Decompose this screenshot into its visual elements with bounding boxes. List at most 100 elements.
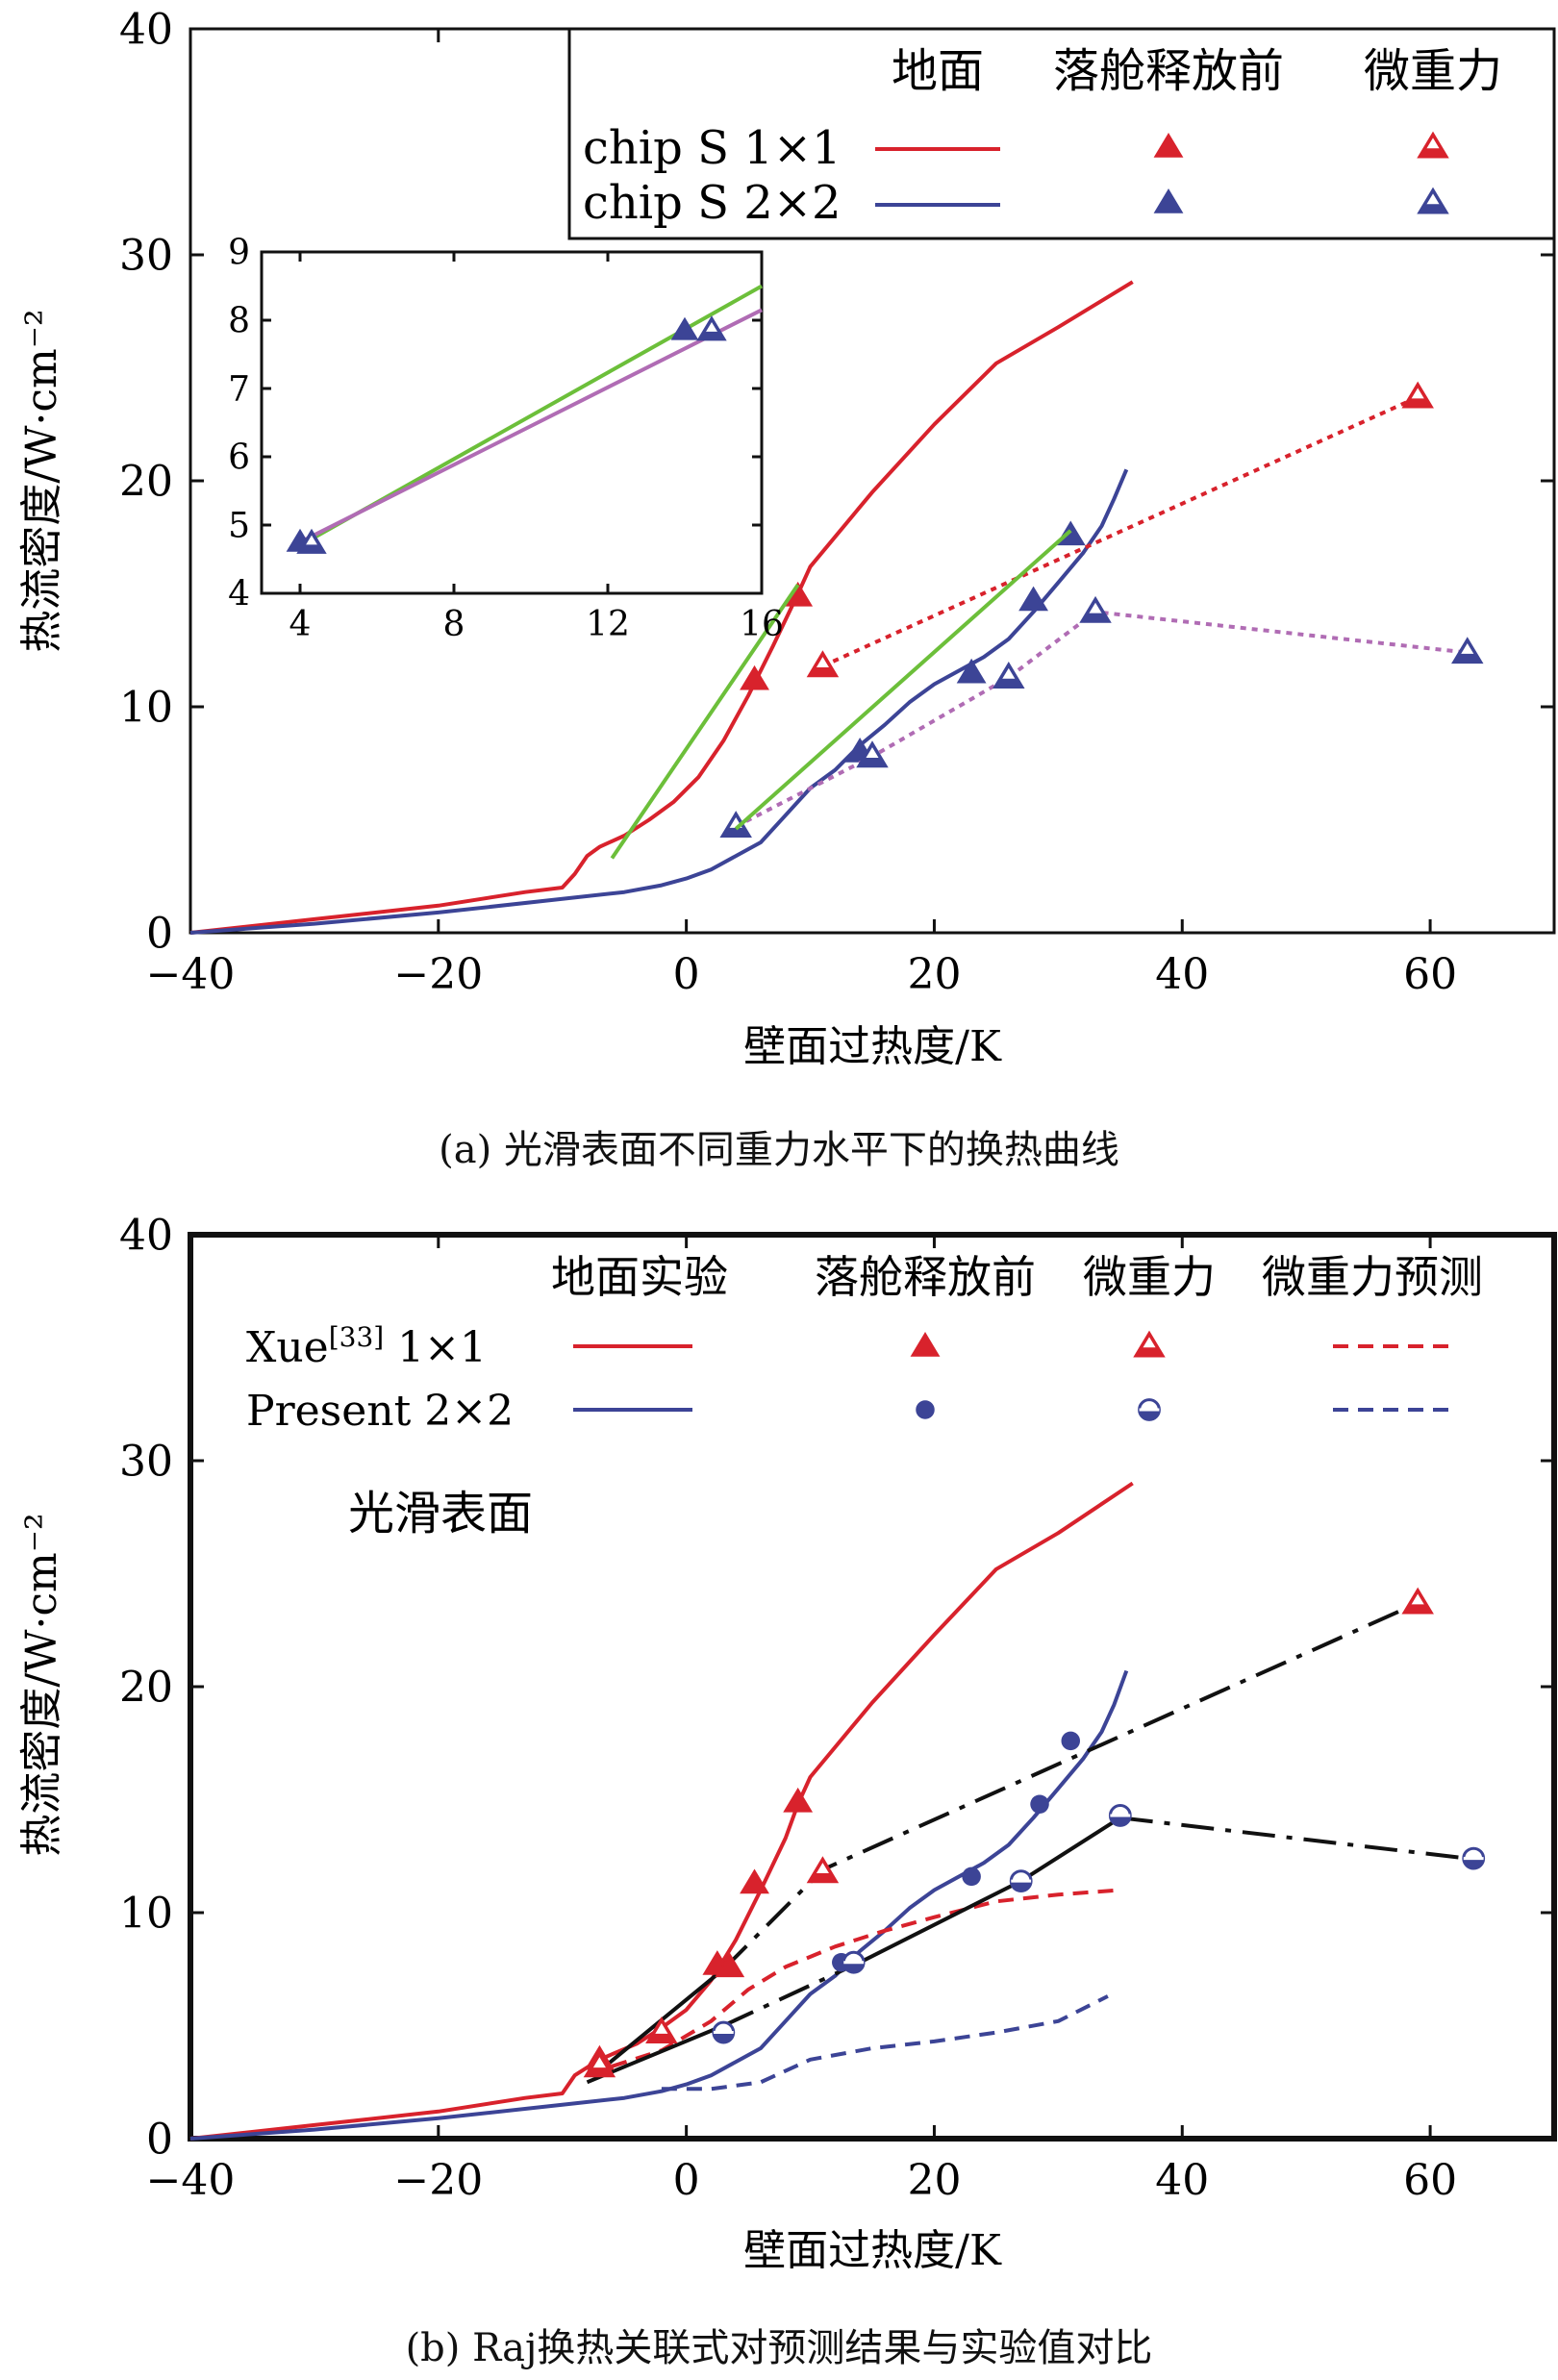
y-tick-label: 20 bbox=[119, 1663, 173, 1712]
legend-b-before-marker-0 bbox=[910, 1332, 941, 1357]
series-13-point bbox=[712, 2020, 736, 2044]
legend-a-micro-marker-0 bbox=[1417, 131, 1449, 159]
y-tick-label: 8 bbox=[228, 302, 250, 341]
series-11-point bbox=[645, 2017, 678, 2044]
panel-a-legend: 地面 落舱释放前 微重力 chip S 1×1 chip S 2×2 bbox=[567, 27, 1556, 240]
series-5-point-fill bbox=[859, 758, 886, 766]
y-tick-label: 0 bbox=[146, 909, 173, 958]
panel-b-y-axis-label: 热流密度/W·cm⁻² bbox=[17, 1513, 66, 1856]
x-tick-label: −20 bbox=[393, 2156, 483, 2205]
series-5-point-fill bbox=[722, 827, 749, 837]
panel-b-x-axis-label: 壁面过热度/K bbox=[743, 2226, 1002, 2275]
x-tick-label: 40 bbox=[1155, 950, 1209, 999]
series-5-point-fill bbox=[1082, 613, 1109, 622]
y-tick-label: 40 bbox=[119, 5, 173, 54]
series-5-point bbox=[993, 662, 1025, 689]
x-tick-label: 20 bbox=[907, 950, 961, 999]
series-5-point bbox=[1451, 637, 1484, 664]
series-5-line bbox=[735, 610, 1469, 829]
series-13-point-fill bbox=[713, 2032, 734, 2042]
legend-b-xue-suffix: 1×1 bbox=[384, 1323, 487, 1372]
series-3-point-fill bbox=[809, 667, 837, 676]
panel-a-tick-labels: −40 −20 0 20 40 60 0 10 20 30 40 bbox=[119, 5, 1457, 999]
y-tick-label: 40 bbox=[119, 1211, 173, 1260]
x-tick-label: 60 bbox=[1403, 950, 1457, 999]
legend-a-micro-marker-1-fill bbox=[1420, 204, 1446, 213]
legend-b-row-label-xue: Xue[33] 1×1 bbox=[246, 1321, 487, 1372]
series-1-line bbox=[189, 1669, 1129, 2141]
series-1-line bbox=[189, 468, 1129, 935]
y-tick-label: 7 bbox=[228, 370, 250, 410]
legend-b-micro-marker-1-fill bbox=[1139, 1410, 1160, 1420]
x-tick-label: 4 bbox=[289, 605, 312, 644]
legend-header-ground: 地面 bbox=[892, 44, 984, 98]
series-11-point bbox=[583, 2050, 616, 2078]
series-13-point-fill bbox=[1463, 1858, 1484, 1868]
series-11-point-fill bbox=[648, 2033, 675, 2042]
y-tick-label: 10 bbox=[119, 683, 173, 732]
panel-a-y-axis-label: 热流密度/W·cm⁻² bbox=[17, 309, 66, 652]
series-5-point-fill bbox=[995, 678, 1022, 688]
series-7-line bbox=[734, 529, 1072, 831]
panel-a-series bbox=[189, 280, 1484, 935]
series-10-point bbox=[783, 1787, 814, 1813]
series-5-point bbox=[719, 811, 752, 839]
series-13-point-fill bbox=[1110, 1815, 1131, 1826]
panel-a-inset: 4 8 12 16 4 5 6 7 8 9 bbox=[228, 234, 784, 644]
legend-b-header-ground-experiment: 地面实验 bbox=[551, 1251, 728, 1303]
series-3-point-fill bbox=[1404, 398, 1431, 407]
panel-b-series bbox=[189, 1481, 1486, 2141]
series-5-point-fill bbox=[1454, 653, 1481, 663]
panel-a-caption: (a) 光滑表面不同重力水平下的换热曲线 bbox=[439, 1128, 1119, 1172]
panel-b-caption: (b) Raj换热关联式对预测结果与实验值对比 bbox=[405, 2326, 1153, 2370]
series-4-point bbox=[956, 658, 987, 684]
x-tick-label: 20 bbox=[907, 2156, 961, 2205]
x-tick-label: 40 bbox=[1155, 2156, 1209, 2205]
x-tick-label: 0 bbox=[673, 2156, 700, 2205]
legend-a-before-marker-0 bbox=[1153, 133, 1184, 158]
y-tick-label: 6 bbox=[228, 438, 250, 478]
series-11-point-fill bbox=[809, 1873, 837, 1882]
series-9-line bbox=[1119, 1816, 1469, 1861]
panel-a-x-axis-label: 壁面过热度/K bbox=[743, 1022, 1002, 1071]
y-tick-label: 20 bbox=[119, 457, 173, 506]
legend-b-header-before-release: 落舱释放前 bbox=[815, 1251, 1036, 1303]
inset-series bbox=[286, 284, 763, 554]
x-tick-label: −40 bbox=[146, 2156, 236, 2205]
legend-b-micro-marker-0 bbox=[1133, 1330, 1166, 1358]
panel-b-legend-marks bbox=[573, 1330, 1450, 1421]
series-2-line bbox=[611, 1888, 1120, 2068]
inset-tick-labels: 4 8 12 16 4 5 6 7 8 9 bbox=[228, 234, 784, 644]
y-tick-label: 9 bbox=[228, 234, 250, 273]
series-4-point bbox=[1018, 586, 1048, 612]
series-6-line bbox=[610, 583, 800, 860]
y-tick-label: 4 bbox=[228, 575, 250, 614]
legend-b-header-microgravity: 微重力 bbox=[1083, 1251, 1216, 1303]
panel-b: −40 −20 0 20 40 60 0 10 20 30 40 壁面过热度/K 热流密度/W·cm… bbox=[17, 1211, 1557, 2275]
legend-a-micro-marker-1 bbox=[1417, 187, 1449, 214]
series-11-point-fill bbox=[586, 2067, 614, 2076]
y-tick-label: 30 bbox=[119, 1437, 173, 1486]
x-tick-label: −40 bbox=[146, 950, 236, 999]
series-13-point-fill bbox=[1011, 1881, 1032, 1891]
legend-header-microgravity: 微重力 bbox=[1364, 44, 1502, 98]
y-tick-label: 10 bbox=[119, 1889, 173, 1938]
legend-b-micro-marker-0-fill bbox=[1136, 1347, 1163, 1356]
series-12-point bbox=[962, 1866, 981, 1887]
series-5-line bbox=[721, 1601, 1420, 1971]
legend-b-row-label-present: Present 2×2 bbox=[246, 1387, 514, 1436]
series-3-point bbox=[296, 528, 327, 554]
panel-b-annotation: 光滑表面 bbox=[348, 1487, 533, 1541]
series-3-point bbox=[1401, 381, 1434, 409]
legend-a-micro-marker-0-fill bbox=[1420, 148, 1446, 157]
series-3-line bbox=[661, 1994, 1109, 2092]
legend-a-before-marker-1 bbox=[1153, 188, 1184, 213]
series-13-point bbox=[1462, 1846, 1486, 1870]
series-8-line bbox=[859, 1816, 1121, 1965]
series-5-point bbox=[1079, 595, 1112, 623]
legend-header-before-release: 落舱释放前 bbox=[1053, 44, 1284, 98]
x-tick-label: 16 bbox=[740, 605, 784, 644]
legend-row-label-1x1: chip S 1×1 bbox=[583, 121, 842, 175]
